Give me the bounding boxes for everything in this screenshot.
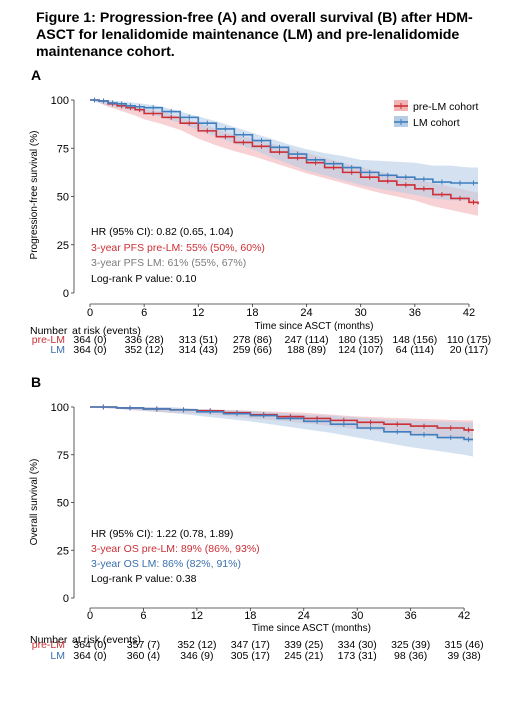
x-tick-label: 30 <box>355 307 367 319</box>
risk-cell: 364 (0) <box>73 334 106 346</box>
x-tick-label: 42 <box>458 610 470 622</box>
risk-cell: 364 (0) <box>73 650 106 662</box>
stat-annotation: 3-year OS LM: 86% (82%, 91%) <box>91 558 241 570</box>
y-tick-label: 100 <box>51 95 69 107</box>
x-tick-label: 24 <box>298 610 310 622</box>
x-tick-label: 30 <box>351 610 363 622</box>
y-axis-label: Progression-free survival (%) <box>29 131 40 260</box>
x-tick-label: 36 <box>405 610 417 622</box>
risk-cell: 334 (30) <box>338 639 377 651</box>
stat-annotation: 3-year OS pre-LM: 89% (86%, 93%) <box>91 543 260 555</box>
y-tick-label: 75 <box>57 143 69 155</box>
x-tick-label: 0 <box>87 307 93 319</box>
legend-entry: LM cohort <box>413 117 460 129</box>
plot-area <box>90 404 474 457</box>
stat-annotation: Log-rank P value: 0.10 <box>91 273 197 285</box>
risk-cell: 314 (43) <box>179 344 218 356</box>
risk-cell: 188 (89) <box>287 344 326 356</box>
risk-cell: 364 (0) <box>73 639 106 651</box>
risk-cell: 360 (4) <box>127 650 160 662</box>
panel-label: A <box>31 67 41 83</box>
ci-band-lm <box>90 407 473 457</box>
risk-cell: 278 (86) <box>233 334 272 346</box>
risk-table: Number at risk (events) pre-LM 364 (0) 336 (… <box>30 325 491 356</box>
panel-a: A 0 25 50 75 100 Progression-free survival (%)… <box>29 67 491 356</box>
risk-row-label: LM <box>50 650 65 662</box>
x-tick-label: 0 <box>87 610 93 622</box>
y-tick-label: 100 <box>51 402 69 414</box>
x-tick-label: 18 <box>246 307 258 319</box>
risk-cell: 339 (25) <box>284 639 323 651</box>
x-tick-label: 6 <box>141 307 147 319</box>
x-tick-label: 42 <box>463 307 475 319</box>
y-axis-label: Overall survival (%) <box>29 459 40 546</box>
plot-area <box>90 97 479 216</box>
risk-cell: 305 (17) <box>231 650 270 662</box>
risk-cell: 346 (9) <box>180 650 213 662</box>
y-tick-label: 50 <box>57 498 69 510</box>
y-tick-label: 25 <box>57 545 69 557</box>
risk-cell: 39 (38) <box>447 650 480 662</box>
risk-cell: 247 (114) <box>284 334 328 346</box>
x-tick-label: 6 <box>140 610 146 622</box>
x-tick-label: 12 <box>192 307 204 319</box>
y-tick-label: 75 <box>57 450 69 462</box>
panel-b: B 0 25 50 75 100 Overall survival (%) 0 6 12 18 24 3… <box>29 374 484 662</box>
risk-cell: 364 (0) <box>73 344 106 356</box>
risk-table-header: at risk (events) <box>72 634 141 646</box>
risk-cell: 336 (28) <box>125 334 164 346</box>
risk-cell: 98 (36) <box>394 650 427 662</box>
stat-annotation: HR (95% CI): 0.82 (0.65, 1.04) <box>91 226 233 238</box>
risk-table: Number at risk (events) pre-LM 364 (0) 357 (… <box>30 634 484 662</box>
stat-annotation: 3-year PFS pre-LM: 55% (50%, 60%) <box>91 242 265 254</box>
x-tick-label: 36 <box>409 307 421 319</box>
risk-cell: 20 (117) <box>450 344 488 356</box>
risk-row-label: pre-LM <box>32 639 65 651</box>
y-tick-label: 50 <box>57 192 69 204</box>
y-tick-label: 0 <box>63 288 69 300</box>
risk-table-header-number: Number <box>30 325 68 337</box>
x-tick-label: 18 <box>244 610 256 622</box>
risk-row-label: LM <box>50 344 65 356</box>
x-axis-label: Time since ASCT (months) <box>255 321 374 332</box>
risk-cell: 352 (12) <box>125 344 164 356</box>
risk-cell: 180 (135) <box>338 334 383 346</box>
risk-cell: 148 (156) <box>392 334 437 346</box>
risk-cell: 259 (66) <box>233 344 272 356</box>
risk-cell: 110 (175) <box>447 334 491 346</box>
risk-cell: 124 (107) <box>338 344 383 356</box>
risk-cell: 173 (31) <box>338 650 377 662</box>
risk-cell: 245 (21) <box>284 650 323 662</box>
risk-cell: 325 (39) <box>391 639 430 651</box>
panel-label: B <box>31 374 41 390</box>
risk-table-header-number: Number <box>30 634 68 646</box>
risk-cell: 313 (51) <box>179 334 218 346</box>
y-tick-label: 0 <box>63 593 69 605</box>
risk-cell: 347 (17) <box>231 639 270 651</box>
figure-title: Figure 1: Progression-free (A) and overa… <box>36 10 473 60</box>
risk-cell: 357 (7) <box>127 639 160 651</box>
risk-cell: 64 (114) <box>396 344 434 356</box>
survival-curve-lm <box>90 99 478 184</box>
stat-annotation: Log-rank P value: 0.38 <box>91 573 197 585</box>
y-tick-label: 25 <box>57 240 69 252</box>
stat-annotation: HR (95% CI): 1.22 (0.78, 1.89) <box>91 528 233 540</box>
risk-cell: 352 (12) <box>177 639 216 651</box>
risk-cell: 315 (46) <box>445 639 484 651</box>
risk-table-header: at risk (events) <box>72 325 141 337</box>
x-axis-label: Time since ASCT (months) <box>252 623 371 634</box>
stat-annotation: 3-year PFS LM: 61% (55%, 67%) <box>91 257 246 269</box>
risk-row-label: pre-LM <box>32 334 65 346</box>
x-tick-label: 12 <box>191 610 203 622</box>
x-tick-label: 24 <box>300 307 312 319</box>
legend-entry: pre-LM cohort <box>413 101 478 113</box>
legend: pre-LM cohort LM cohort <box>394 100 478 129</box>
